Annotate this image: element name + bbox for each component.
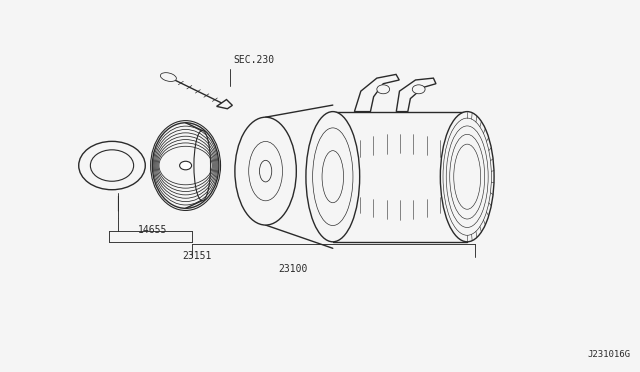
Ellipse shape <box>90 150 134 181</box>
Ellipse shape <box>161 73 177 81</box>
Polygon shape <box>216 100 232 109</box>
Ellipse shape <box>194 131 211 201</box>
Polygon shape <box>266 105 333 248</box>
Ellipse shape <box>249 141 282 201</box>
Ellipse shape <box>322 151 344 203</box>
Polygon shape <box>333 99 467 255</box>
Ellipse shape <box>440 112 494 242</box>
Text: 14655: 14655 <box>138 225 167 235</box>
Text: J231016G: J231016G <box>588 350 630 359</box>
Ellipse shape <box>79 141 145 190</box>
Ellipse shape <box>312 128 353 225</box>
Ellipse shape <box>235 117 296 225</box>
Ellipse shape <box>259 160 272 182</box>
Polygon shape <box>355 74 399 112</box>
Polygon shape <box>396 78 436 112</box>
Ellipse shape <box>180 161 191 170</box>
Text: 23100: 23100 <box>278 264 308 274</box>
Ellipse shape <box>150 121 221 211</box>
Text: 23151: 23151 <box>182 251 212 261</box>
Text: SEC.230: SEC.230 <box>234 55 275 65</box>
Ellipse shape <box>377 85 390 94</box>
Ellipse shape <box>412 85 425 94</box>
Ellipse shape <box>306 112 360 242</box>
